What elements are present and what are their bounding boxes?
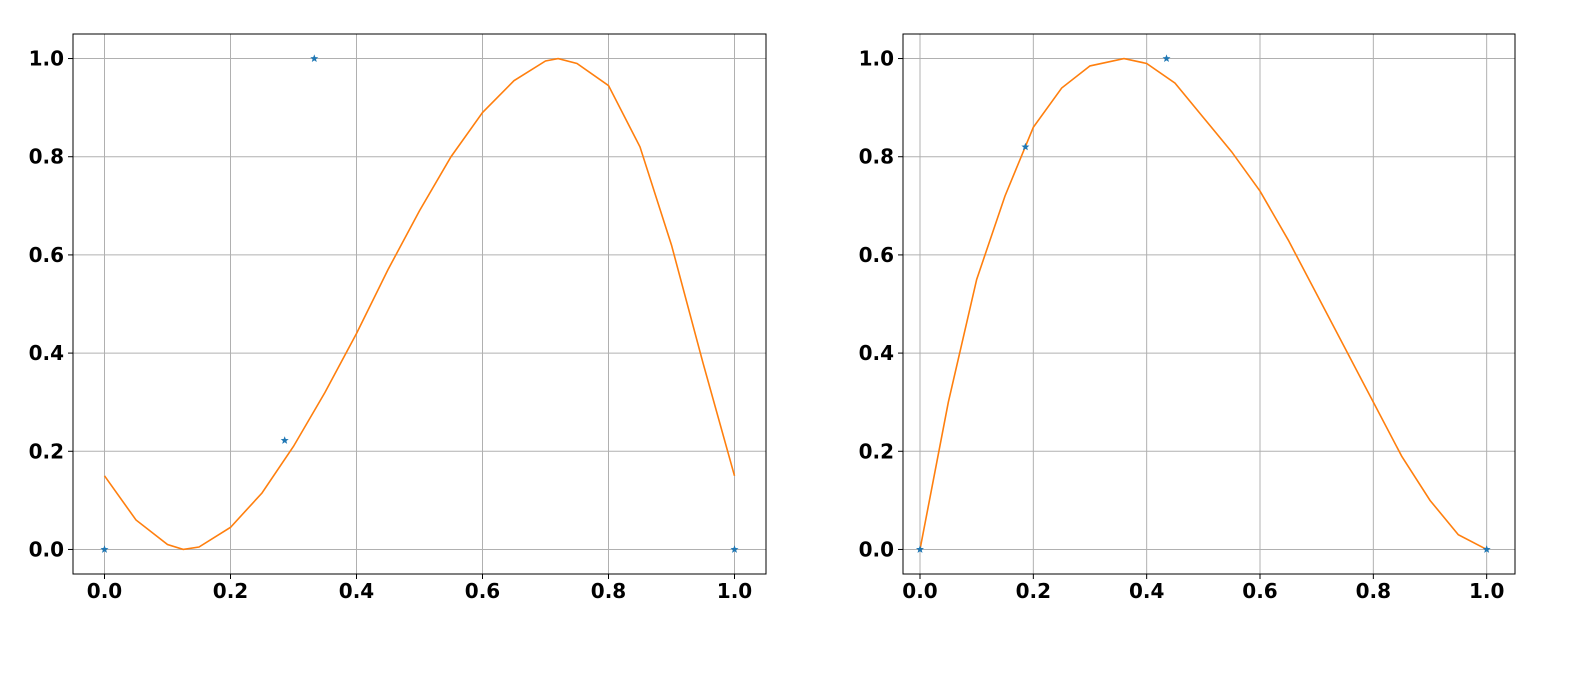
x-tick-label: 0.2: [1016, 579, 1051, 603]
x-tick-label: 0.4: [1129, 579, 1164, 603]
y-tick-label: 0.0: [29, 537, 64, 561]
curve-line: [103, 57, 736, 551]
y-tick-label: 0.4: [859, 341, 894, 365]
x-tick-label: 1.0: [717, 579, 752, 603]
y-tick-label: 0.6: [859, 243, 894, 267]
axes-frame: [72, 33, 767, 575]
data-point-star: [1482, 545, 1491, 553]
axes-frame: [902, 33, 1516, 575]
y-tick-label: 0.8: [859, 145, 894, 169]
data-point-star: [1162, 54, 1171, 62]
y-tick-label: 0.6: [29, 243, 64, 267]
x-tick-label: 0.0: [902, 579, 937, 603]
data-point-star: [1021, 142, 1030, 151]
x-tick-label: 0.0: [87, 579, 122, 603]
x-tick-label: 0.6: [465, 579, 500, 603]
y-tick-label: 0.2: [29, 439, 64, 463]
left-chart: 0.0 0.2 0.4 0.6 0.8 1.0 0.0 0.2 0.4 0.6 0.8 1.0: [29, 33, 767, 603]
y-tick-label: 0.4: [29, 341, 64, 365]
y-tick-label: 0.8: [29, 145, 64, 169]
y-tick-label: 1.0: [29, 47, 64, 71]
data-point-star: [730, 545, 739, 553]
right-chart: 0.0 0.2 0.4 0.6 0.8 1.0 0.0 0.2 0.4 0.6 0.8 1.0: [859, 33, 1516, 603]
curve-line: [919, 57, 1488, 551]
y-tick-label: 0.0: [859, 537, 894, 561]
x-tick-label: 1.0: [1469, 579, 1504, 603]
x-tick-label: 0.6: [1242, 579, 1277, 603]
data-point-star: [280, 436, 289, 444]
data-point-star: [916, 545, 924, 553]
y-tick-label: 0.2: [859, 439, 894, 463]
data-point-star: [310, 54, 319, 62]
x-tick-label: 0.8: [1356, 579, 1391, 603]
x-tick-label: 0.4: [339, 579, 374, 603]
x-tick-label: 0.8: [591, 579, 626, 603]
data-point-star: [100, 545, 109, 553]
x-tick-label: 0.2: [213, 579, 248, 603]
y-tick-label: 1.0: [859, 47, 894, 71]
